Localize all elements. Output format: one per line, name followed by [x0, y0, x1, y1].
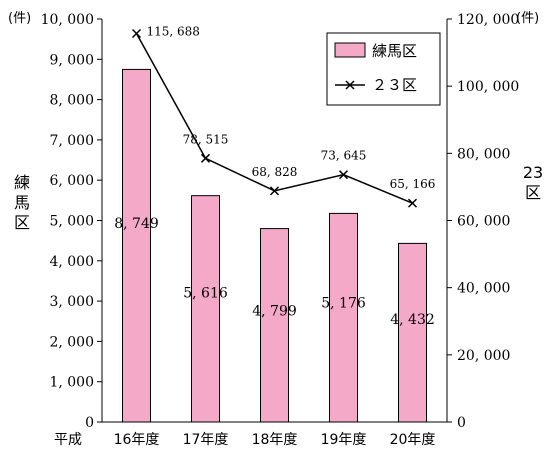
- category-label: 17年度: [183, 432, 229, 448]
- left-tick-label: 5, 000: [49, 214, 94, 230]
- bar-1: [122, 68, 151, 423]
- right-tick-label: 120, 000: [457, 12, 519, 28]
- left-tick-label: 2, 000: [49, 334, 94, 350]
- category-label: 18年度: [252, 432, 298, 448]
- left-axis-title: 区: [14, 213, 30, 232]
- left-tick-label: 3, 000: [49, 294, 94, 310]
- category-prefix: 平成: [54, 432, 82, 448]
- left-axis-unit: (件): [8, 11, 31, 26]
- right-axis-title: 区: [525, 183, 541, 202]
- right-tick-label: 40, 000: [457, 281, 510, 297]
- line-value-label: 115, 688: [147, 24, 200, 38]
- left-tick-label: 10, 000: [41, 12, 94, 28]
- line-point-marker: [131, 28, 142, 39]
- bar-value-label: 5, 616: [183, 286, 228, 302]
- right-axis-unit: (件): [516, 11, 539, 26]
- bar-value-label: 5, 176: [321, 295, 366, 311]
- bar-value-label: 4, 799: [252, 304, 297, 320]
- line-value-label: 78, 515: [183, 132, 229, 146]
- right-tick-label: 60, 000: [457, 214, 510, 230]
- bar-value-label: 4, 432: [390, 312, 435, 328]
- left-tick-label: 8, 000: [49, 93, 94, 109]
- line-value-label: 73, 645: [321, 149, 367, 163]
- right-tick-label: 0: [457, 415, 466, 431]
- left-tick-label: 0: [85, 415, 94, 431]
- right-tick-label: 20, 000: [457, 348, 510, 364]
- right-tick-label: 80, 000: [457, 146, 510, 162]
- bar-value-label: 8, 749: [114, 216, 159, 232]
- left-tick-label: 6, 000: [49, 173, 94, 189]
- left-tick-label: 1, 000: [49, 375, 94, 391]
- line-point-marker: [338, 170, 349, 180]
- left-axis-title: 馬: [14, 193, 30, 212]
- legend-label-line: ２３区: [372, 76, 417, 94]
- category-label: 16年度: [114, 432, 160, 448]
- line-point-marker: [200, 153, 211, 163]
- legend-marker: [345, 80, 355, 90]
- right-tick-label: 100, 000: [457, 79, 519, 95]
- legend-label-bar: 練馬区: [372, 42, 417, 60]
- line-value-label: 68, 828: [252, 165, 298, 179]
- line-point-marker: [269, 186, 280, 196]
- bar-2: [191, 195, 220, 423]
- category-label: 20年度: [390, 432, 436, 448]
- legend-swatch-bar: [334, 42, 366, 58]
- line-value-label: 65, 166: [390, 177, 436, 191]
- left-tick-label: 7, 000: [49, 133, 94, 149]
- bar-5: [398, 242, 427, 423]
- line-point-marker: [407, 198, 418, 208]
- left-tick-label: 9, 000: [49, 52, 94, 68]
- left-tick-label: 4, 000: [49, 254, 94, 270]
- bar-4: [329, 212, 358, 423]
- left-axis-title: 練: [14, 173, 30, 192]
- right-axis-title: 23: [523, 163, 543, 182]
- category-label: 19年度: [321, 432, 367, 448]
- bar-3: [260, 228, 289, 423]
